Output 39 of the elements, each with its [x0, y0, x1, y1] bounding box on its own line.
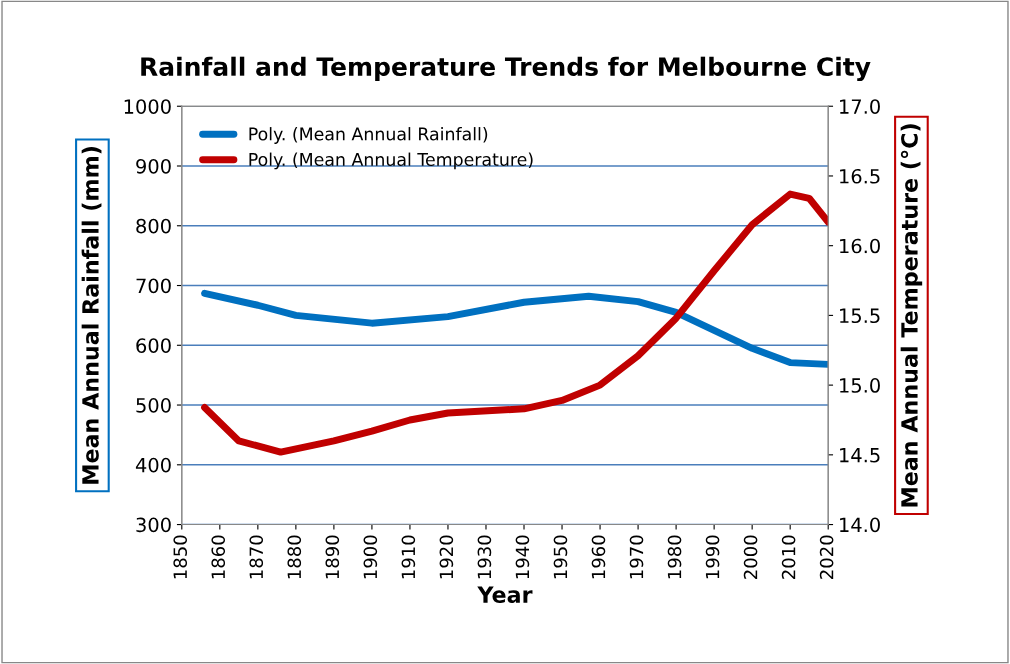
y2-tick-label: 14.5 — [840, 448, 880, 463]
y-tick-label: 800 — [136, 218, 171, 234]
x-tick-label: 1890 — [325, 535, 340, 579]
y2-tick-label: 15.0 — [840, 378, 880, 393]
x-tick-label: 1910 — [401, 535, 416, 579]
y2-tick-label: 16.5 — [840, 168, 880, 184]
y2-tick-label: 14.0 — [840, 517, 880, 533]
y-tick-label: 1000 — [124, 99, 171, 114]
x-tick-label: 1980 — [667, 535, 682, 579]
x-tick-label: 1850 — [173, 535, 188, 579]
y-tick-label: 300 — [136, 517, 171, 533]
y2-tick-label: 15.5 — [840, 308, 880, 324]
x-tick-label: 1990 — [705, 535, 720, 579]
x-tick-label: 1970 — [629, 535, 644, 579]
x-tick-label: 1960 — [591, 535, 606, 579]
y-tick-label: 900 — [136, 158, 171, 174]
x-tick-label: 1900 — [363, 535, 378, 579]
y2-tick-label: 16.0 — [840, 238, 880, 254]
x-tick-label: 1880 — [287, 535, 302, 579]
y-tick-label: 600 — [136, 338, 171, 353]
legend-label: Poly. (Mean Annual Rainfall) — [249, 127, 488, 144]
y2-tick-label: 17.0 — [840, 99, 880, 114]
y-tick-label: 500 — [136, 398, 171, 413]
x-tick-label: 2000 — [743, 535, 758, 579]
legend-label: Poly. (Mean Annual Temperature) — [249, 152, 533, 170]
x-tick-label: 1950 — [553, 535, 568, 579]
y-axis-title: Mean Annual Rainfall (mm) — [81, 147, 102, 484]
y-tick-label: 700 — [136, 278, 171, 294]
y2-axis-title: Mean Annual Temperature (°C) — [900, 124, 923, 507]
x-tick-label: 2010 — [781, 535, 796, 579]
y-tick-label: 400 — [135, 457, 171, 473]
chart-title: Rainfall and Temperature Trends for Melbourne City — [141, 56, 871, 82]
x-tick-label: 1920 — [439, 535, 454, 579]
x-tick-label: 1940 — [515, 535, 530, 579]
x-tick-label: 1930 — [477, 535, 492, 579]
x-tick-label: 2020 — [819, 535, 834, 579]
x-tick-label: 1870 — [249, 535, 264, 579]
x-tick-label: 1860 — [211, 535, 226, 579]
x-axis-title: Year — [477, 586, 533, 603]
